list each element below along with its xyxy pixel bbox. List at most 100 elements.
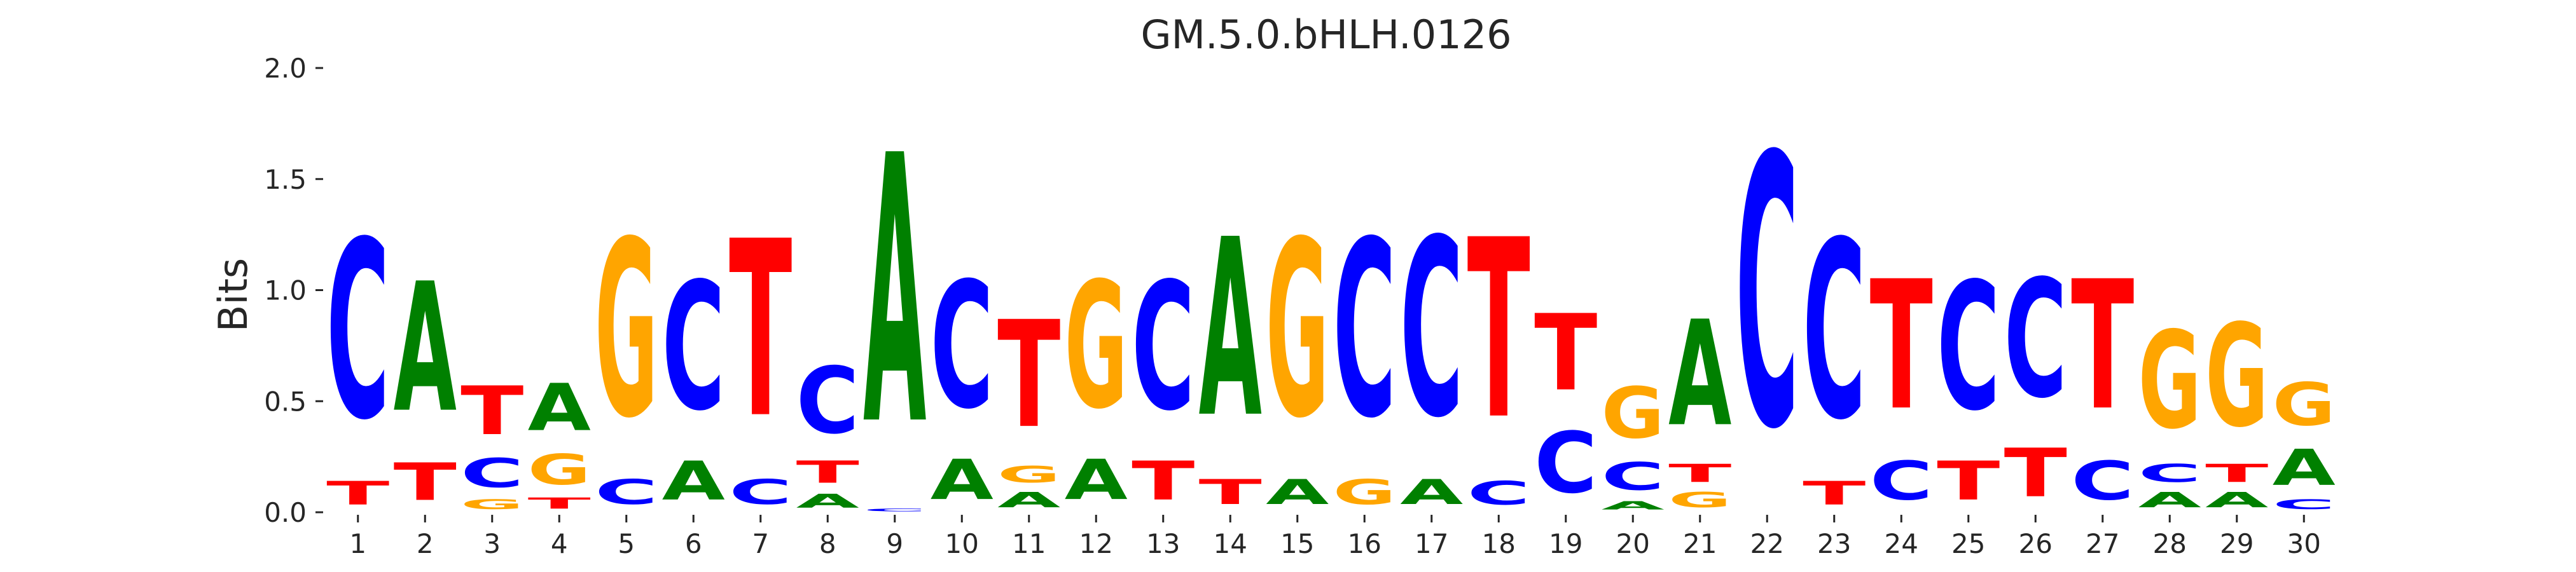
x-tick-label: 13	[1146, 528, 1180, 559]
letter-A: A	[2273, 439, 2336, 496]
letter-C: C	[1937, 246, 2000, 450]
y-axis: 0.0 0.5 1.0 1.5 2.0	[264, 53, 323, 528]
letter-A: A	[997, 488, 1060, 512]
position-stack: AG	[1266, 189, 1329, 512]
x-tick-label: 14	[1214, 528, 1247, 559]
letter-A: A	[2138, 488, 2201, 512]
letter-G: G	[1065, 245, 1128, 447]
letter-A: A	[1065, 447, 1128, 512]
letter-T: T	[1132, 450, 1195, 512]
position-stack: CT	[729, 190, 793, 512]
x-tick-label: 28	[2153, 528, 2187, 559]
position-stack: ATG	[2205, 295, 2269, 512]
position-stack: TC	[2004, 247, 2067, 512]
position-stack: TC	[326, 189, 389, 512]
letter-T: T	[1803, 474, 1866, 512]
x-tick-label: 2	[417, 528, 434, 559]
letter-T: T	[1937, 450, 2000, 512]
letter-T: T	[997, 290, 1060, 461]
x-tick-label: 1	[349, 528, 366, 559]
x-tick-label: 3	[483, 528, 501, 559]
x-tick-label: 4	[551, 528, 568, 559]
letter-T: T	[394, 453, 457, 512]
letter-C: C	[326, 189, 389, 473]
letter-G: G	[1668, 488, 1731, 512]
letter-C: C	[1333, 191, 1396, 472]
x-tick-label: 17	[1415, 528, 1448, 559]
letter-G: G	[2138, 304, 2201, 459]
y-axis-label: Bits	[210, 258, 256, 332]
letter-G: G	[2273, 371, 2336, 439]
x-tick-label: 25	[1951, 528, 1985, 559]
x-tick-label: 12	[1079, 528, 1113, 559]
letter-T: T	[2205, 459, 2269, 487]
letter-A: A	[1602, 499, 1665, 512]
position-stack: GCT	[460, 372, 523, 512]
x-tick-label: 7	[752, 528, 769, 559]
x-tick-label: 8	[819, 528, 836, 559]
letter-C: C	[595, 472, 658, 512]
letter-T: T	[1870, 244, 1933, 450]
letter-G: G	[595, 189, 658, 472]
y-tick-label: 1.5	[264, 164, 307, 195]
y-tick-label: 0.5	[264, 386, 307, 417]
letter-A: A	[2205, 488, 2268, 512]
letter-C: C	[2138, 460, 2201, 488]
y-tick-label: 2.0	[264, 53, 307, 84]
letter-C: C	[460, 450, 523, 497]
x-tick-label: 18	[1482, 528, 1516, 559]
x-tick-label: 9	[886, 528, 903, 559]
letter-T: T	[460, 372, 523, 450]
position-stack: CT	[1870, 244, 1933, 512]
x-tick-label: 22	[1750, 528, 1784, 559]
letter-C: C	[1736, 79, 1799, 512]
letter-C: C	[796, 348, 859, 454]
letter-C: C	[2004, 247, 2067, 435]
letter-C: C	[2273, 496, 2336, 512]
letter-A: A	[1266, 473, 1329, 513]
position-stack: TC	[1937, 246, 2000, 512]
letter-G: G	[997, 461, 1060, 488]
position-stack: CG	[595, 189, 658, 512]
x-axis: 1 2 3 4 5 6 7 8 9 10 11 12 13 14 15 16 17 18 19 20 21 22 23 24 2…	[349, 515, 2321, 559]
y-tick-label: 1.0	[264, 275, 307, 306]
x-tick-label: 6	[685, 528, 702, 559]
letter-G: G	[1333, 472, 1396, 512]
position-stack: AC	[1400, 187, 1463, 512]
letter-C: C	[662, 246, 725, 450]
letter-A: A	[1199, 187, 1263, 472]
chart-title: GM.5.0.bHLH.0126	[1140, 11, 1511, 58]
letter-C: C	[729, 472, 792, 512]
position-stack: CA	[863, 78, 927, 512]
position-stack: TA	[1199, 187, 1263, 512]
position-stack: TGA	[528, 371, 592, 512]
x-tick-label: 30	[2287, 528, 2321, 559]
position-stack: TC	[1803, 189, 1866, 512]
x-tick-label: 16	[1348, 528, 1381, 559]
x-tick-label: 21	[1683, 528, 1717, 559]
letter-G: G	[1266, 189, 1329, 472]
position-stack: CT	[2071, 244, 2134, 512]
letter-A: A	[394, 245, 457, 452]
position-stack: TC	[1132, 246, 1195, 512]
letter-T: T	[1668, 459, 1732, 487]
position-stack: CT	[1534, 292, 1597, 512]
x-tick-label: 29	[2220, 528, 2254, 559]
position-stack: AC	[931, 245, 994, 512]
letter-G: G	[1602, 372, 1665, 454]
position-stack: TA	[394, 245, 457, 512]
x-tick-label: 26	[2019, 528, 2053, 559]
letter-T: T	[729, 190, 793, 472]
letter-A: A	[662, 450, 725, 512]
position-stack: AC	[662, 246, 725, 512]
position-stack: CAG	[2273, 371, 2336, 512]
letter-A: A	[528, 371, 592, 446]
letter-T: T	[1199, 472, 1262, 512]
x-tick-label: 24	[1885, 528, 1918, 559]
position-stack: AGT	[997, 290, 1060, 512]
letter-T: T	[2071, 244, 2134, 450]
position-stack: GC	[1333, 191, 1396, 513]
letter-T: T	[1467, 187, 1531, 473]
y-tick-label: 0.0	[264, 497, 307, 528]
